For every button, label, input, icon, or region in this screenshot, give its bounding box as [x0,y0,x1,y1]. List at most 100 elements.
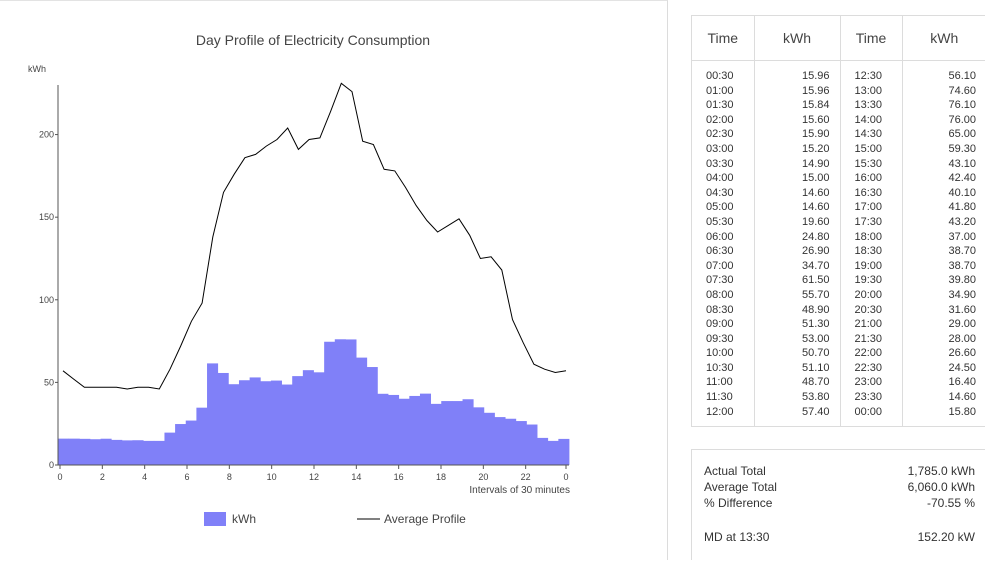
average-total-row: Average Total 6,060.0 kWh [704,480,975,495]
bar-19 [260,381,272,465]
bars-series [58,339,570,465]
chart-title: Day Profile of Electricity Consumption [196,32,430,48]
bar-34 [419,393,432,465]
percent-difference-value: -70.55 % [926,496,975,510]
x-tick-label-2: 4 [142,472,147,482]
bar-35 [430,403,442,465]
bar-20 [270,380,282,465]
actual-total-value: 1,785.0 kWh [907,464,975,478]
average-profile-line [62,82,567,390]
bar-46 [547,440,559,465]
bar-40 [483,412,495,465]
legend-kwh-swatch [204,512,226,526]
bar-18 [249,377,261,465]
average-total-label: Average Total [704,480,777,494]
y-axis-label: kWh [28,64,46,74]
x-axis-label: Intervals of 30 minutes [469,485,570,496]
header-time-1: Time [692,16,754,61]
axes: 0 50 100 150 200 0 2 4 6 8 10 12 14 16 18 20 22 0 [39,85,569,482]
x-tick-label-4: 8 [227,472,232,482]
bar-14 [207,363,219,465]
bar-22 [292,376,304,465]
bar-44 [526,424,538,465]
bar-33 [409,395,421,465]
x-tick-label-3: 6 [184,472,189,482]
header-kwh-2: kWh [901,16,985,61]
bar-45 [537,437,549,465]
bar-2 [79,438,91,465]
bar-8 [143,440,155,465]
times-column-2: 12:30 13:00 13:30 14:00 14:30 15:00 15:3… [839,60,902,426]
x-tick-label-10: 20 [478,472,488,482]
legend-average-label: Average Profile [384,512,466,526]
bar-4 [100,438,112,465]
actual-total-label: Actual Total [704,464,766,478]
bar-39 [473,407,485,465]
y-tick-label-0: 0 [49,460,54,470]
kwh-column-1: 15.96 15.96 15.84 15.60 15.90 15.20 14.9… [753,60,840,426]
bar-3 [89,439,101,465]
x-tick-label-1: 2 [100,472,105,482]
y-tick-label-2: 100 [39,295,54,305]
bar-47 [558,438,570,465]
interval-table-panel: Time kWh Time kWh 00:30 01:00 01:30 02:0… [691,15,985,427]
bar-27 [345,339,357,465]
chart-panel: Day Profile of Electricity Consumption k… [0,0,668,560]
bar-42 [505,418,517,465]
bar-41 [494,417,506,465]
x-tick-label-0: 0 [57,472,62,482]
bar-28 [356,357,368,465]
bar-17 [238,380,251,465]
x-tick-label-9: 18 [436,472,446,482]
x-tick-label-5: 10 [267,472,277,482]
bar-25 [324,341,336,465]
bar-0 [58,438,70,465]
x-tick-label-8: 16 [394,472,404,482]
x-tick-label-12: 0 [563,472,568,482]
max-demand-label: MD at 13:30 [704,530,770,544]
legend-kwh-label: kWh [232,512,256,526]
bar-24 [313,372,325,465]
percent-difference-label: % Difference [704,496,773,510]
average-total-value: 6,060.0 kWh [907,480,975,494]
max-demand-value: 152.20 kW [917,530,975,544]
bar-16 [228,384,240,465]
bar-12 [185,420,197,465]
bar-31 [388,394,400,465]
bar-10 [164,432,176,465]
chart: Day Profile of Electricity Consumption k… [28,32,570,526]
bar-30 [377,393,389,465]
bar-9 [153,440,165,465]
bar-36 [441,401,453,465]
y-tick-label-1: 50 [44,377,54,387]
bar-37 [451,401,463,465]
y-tick-label-4: 200 [39,130,54,140]
bar-5 [111,439,123,465]
header-time-2: Time [839,16,902,61]
max-demand-row: MD at 13:30 152.20 kW [704,530,975,545]
interval-table: Time kWh Time kWh 00:30 01:00 01:30 02:0… [692,16,985,426]
kwh-column-2: 56.10 74.60 76.10 76.00 65.00 59.30 43.1… [901,60,985,426]
x-tick-label-6: 12 [309,472,319,482]
bar-32 [398,398,410,465]
totals-panel: Actual Total 1,785.0 kWh Average Total 6… [691,449,985,560]
bar-29 [366,367,378,465]
bar-6 [121,440,133,465]
bar-7 [132,440,144,465]
bar-21 [281,384,293,465]
bar-11 [175,424,187,465]
actual-total-row: Actual Total 1,785.0 kWh [704,464,975,479]
bar-23 [302,370,314,465]
bar-26 [334,339,346,465]
bar-1 [68,438,80,465]
times-column-1: 00:30 01:00 01:30 02:00 02:30 03:00 03:3… [706,70,734,418]
percent-difference-row: % Difference -70.55 % [704,496,975,511]
bar-15 [217,372,229,465]
y-tick-label-3: 150 [39,212,54,222]
x-tick-label-11: 22 [521,472,531,482]
x-tick-label-7: 14 [351,472,361,482]
bar-38 [462,399,474,465]
bar-43 [515,421,527,465]
bar-13 [196,407,208,465]
legend: kWh Average Profile [204,512,466,526]
